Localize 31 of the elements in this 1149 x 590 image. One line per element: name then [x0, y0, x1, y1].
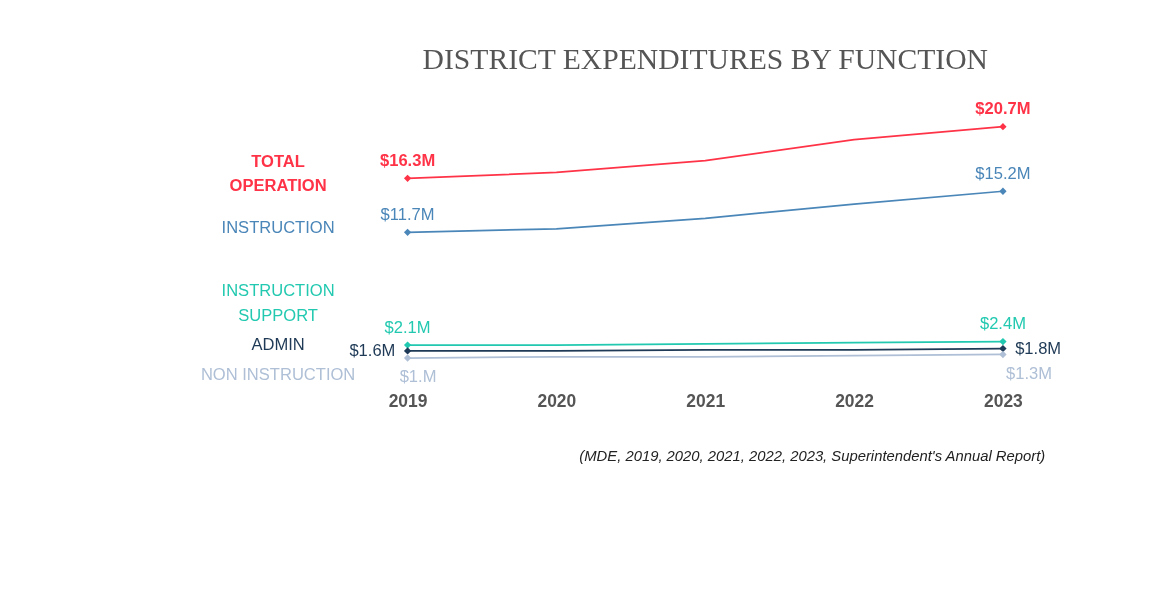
data-label: $1.3M	[1006, 363, 1053, 383]
point	[403, 228, 412, 236]
text: NON INSTRUCTION	[200, 364, 356, 384]
point	[999, 350, 1007, 359]
point	[403, 347, 412, 355]
point	[403, 174, 412, 182]
point	[999, 344, 1007, 353]
point	[999, 123, 1007, 131]
x-tick-label: 2020	[537, 390, 577, 411]
x-tick-label: 2023	[984, 390, 1024, 411]
text: (MDE, 2019, 2020, 2021, 2022, 2023, Superintendent's Annual Report)	[579, 448, 1046, 465]
text: TOTAL OPERATION	[229, 152, 327, 196]
data-label: $16.3M	[379, 151, 436, 171]
data-label: $2.1M	[384, 317, 431, 337]
text: INSTRUCTION SUPPORT	[221, 281, 335, 325]
data-label: $11.7M	[380, 205, 435, 225]
x-tick-label: 2022	[835, 390, 874, 411]
data-label: $15.2M	[975, 164, 1031, 184]
point	[403, 341, 412, 349]
point	[999, 337, 1007, 346]
data-label: $20.7M	[975, 99, 1031, 119]
data-label: $1.8M	[1015, 338, 1062, 358]
data-label: $1.6M	[349, 341, 396, 361]
x-tick-label: 2021	[686, 390, 726, 411]
text: INSTRUCTION	[221, 218, 335, 238]
x-tick-label: 2019	[388, 390, 428, 411]
chart-title: DISTRICT EXPENDITURES BY FUNCTION	[422, 43, 988, 76]
point	[403, 354, 412, 362]
text: ADMIN	[251, 335, 305, 355]
data-label: $1.M	[399, 367, 437, 387]
data-label: $2.4M	[979, 314, 1026, 334]
